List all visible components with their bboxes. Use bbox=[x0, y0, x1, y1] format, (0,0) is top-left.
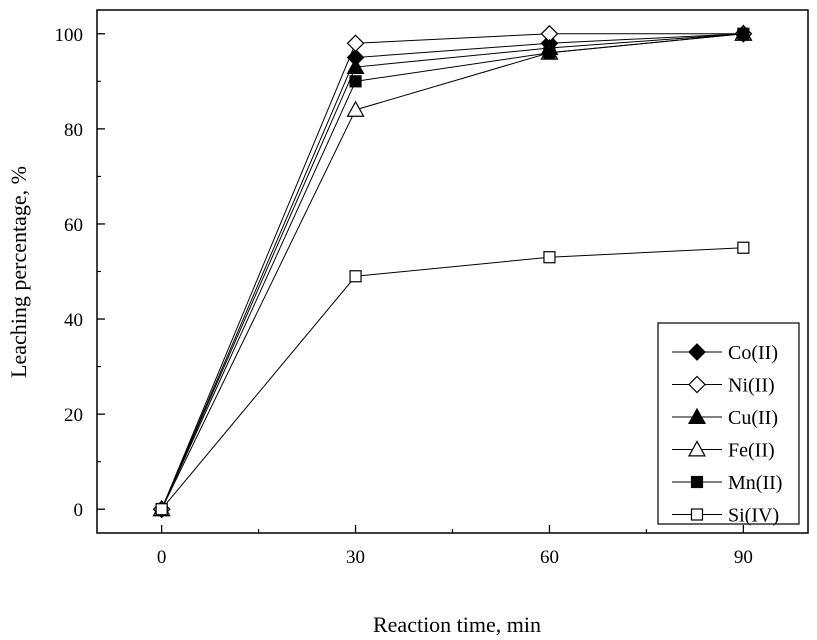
data-point bbox=[346, 100, 365, 117]
legend-item: Cu(II) bbox=[672, 407, 778, 429]
series-line bbox=[161, 247, 744, 510]
y-tick-label: 40 bbox=[64, 310, 83, 331]
y-axis-ticks: 0 20 40 60 80 100 bbox=[55, 25, 105, 521]
series-siiv bbox=[155, 241, 750, 516]
legend-label: Si(IV) bbox=[728, 505, 779, 527]
legend-label: Co(II) bbox=[728, 342, 778, 364]
legend: Co(II) Ni(II) Cu(II) Fe(II) Mn(II) Si(IV) bbox=[657, 322, 800, 527]
legend-marker bbox=[687, 407, 707, 424]
y-tick-label: 20 bbox=[64, 405, 83, 426]
legend-box bbox=[657, 322, 800, 525]
legend-label: Ni(II) bbox=[728, 375, 775, 397]
legend-label: Mn(II) bbox=[728, 472, 782, 494]
legend-marker bbox=[688, 375, 706, 394]
series-line bbox=[161, 33, 744, 510]
y-tick-label: 60 bbox=[64, 215, 83, 236]
data-point bbox=[543, 46, 556, 59]
data-point bbox=[155, 503, 168, 516]
x-tick-label: 60 bbox=[540, 547, 559, 568]
data-point bbox=[737, 241, 750, 254]
legend-item: Ni(II) bbox=[672, 375, 775, 397]
series-line bbox=[161, 33, 744, 510]
data-point bbox=[349, 75, 362, 88]
x-tick-label: 30 bbox=[346, 547, 365, 568]
x-axis-ticks: 0 30 60 90 bbox=[157, 525, 753, 568]
legend-item: Mn(II) bbox=[672, 472, 782, 494]
series-line bbox=[161, 33, 744, 510]
legend-item: Co(II) bbox=[672, 342, 778, 364]
x-tick-label: 90 bbox=[734, 547, 753, 568]
y-tick-label: 80 bbox=[64, 120, 83, 141]
data-point bbox=[346, 57, 365, 75]
legend-marker bbox=[690, 508, 704, 521]
legend-marker bbox=[690, 475, 704, 489]
y-tick-label: 0 bbox=[74, 500, 84, 521]
series-line bbox=[161, 33, 744, 510]
legend-item: Fe(II) bbox=[672, 440, 775, 462]
legend-label: Cu(II) bbox=[728, 407, 778, 429]
data-point bbox=[543, 251, 556, 264]
legend-marker bbox=[687, 440, 707, 457]
data-series bbox=[152, 24, 753, 519]
series-line bbox=[161, 33, 744, 510]
y-tick-label: 100 bbox=[55, 25, 84, 46]
x-tick-label: 0 bbox=[157, 547, 167, 568]
y-axis-title: Leaching percentage, % bbox=[6, 166, 31, 378]
data-point bbox=[737, 27, 750, 40]
data-point bbox=[349, 270, 362, 283]
legend-marker bbox=[688, 343, 706, 361]
x-axis-title: Reaction time, min bbox=[373, 612, 541, 637]
legend-item: Si(IV) bbox=[672, 505, 779, 527]
data-point bbox=[346, 34, 365, 53]
legend-label: Fe(II) bbox=[728, 440, 775, 462]
